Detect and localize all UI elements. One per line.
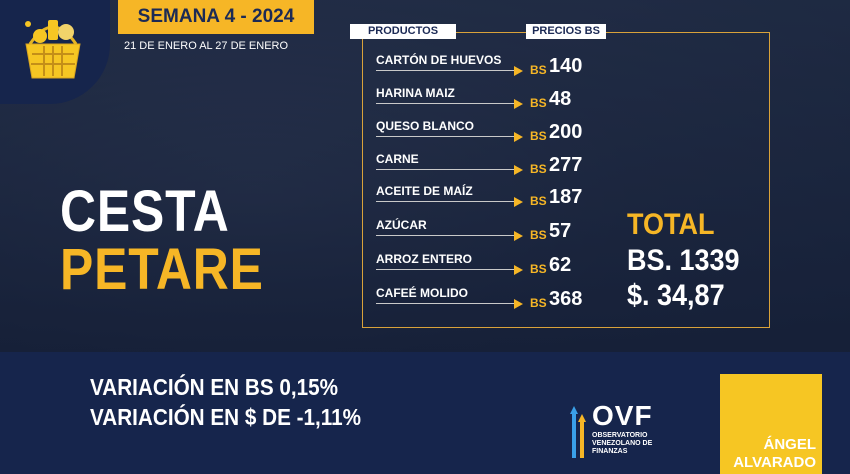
arrow-right-icon [514,99,523,109]
product-price: 62 [549,254,572,276]
variation-usd: VARIACIÓN EN $ DE -1,11% [90,404,362,430]
total-label: TOTAL [627,208,715,241]
divider [376,70,516,71]
author-last-name: ALVARADO [733,454,816,471]
product-name: AZÚCAR [376,218,427,232]
currency-label: BS [530,262,547,276]
product-price: 200 [549,121,583,143]
divider [376,103,516,104]
product-name: CARTÓN DE HUEVOS [376,53,502,67]
list-item: CARNE BS 277 [376,152,616,180]
currency-label: BS [530,96,547,110]
author-box: ÁNGEL ALVARADO [720,374,822,474]
total-bs: BS. 1339 [627,244,740,277]
footer-band [0,352,850,474]
title-cesta: CESTA [60,179,230,244]
title-location: PETARE [60,237,264,302]
divider [376,201,516,202]
divider [376,235,516,236]
list-item: ARROZ ENTERO BS 62 [376,252,616,280]
product-name: ARROZ ENTERO [376,252,472,266]
currency-label: BS [530,194,547,208]
product-name: HARINA MAIZ [376,86,455,100]
product-name: CAFEÉ MOLIDO [376,286,468,300]
divider [376,303,516,304]
currency-label: BS [530,162,547,176]
list-item: CAFEÉ MOLIDO BS 368 [376,286,616,314]
product-price: 277 [549,154,583,176]
product-price: 140 [549,55,583,77]
product-price: 57 [549,220,572,242]
arrow-right-icon [514,132,523,142]
list-item: CARTÓN DE HUEVOS BS 140 [376,53,616,81]
product-name: ACEITE DE MAÍZ [376,184,473,198]
ovf-logo-icon [570,406,586,458]
list-item: AZÚCAR BS 57 [376,218,616,246]
column-header-prices: PRECIOS BS [526,24,606,39]
currency-label: BS [530,296,547,310]
total-usd: $. 34,87 [627,279,725,312]
ovf-logo: OVF OBSERVATORIO VENEZOLANO DE FINANZAS [566,400,686,460]
product-price: 187 [549,186,583,208]
product-name: CARNE [376,152,419,166]
variation-bs: VARIACIÓN EN BS 0,15% [90,374,339,400]
arrow-right-icon [514,197,523,207]
list-item: QUESO BLANCO BS 200 [376,119,616,147]
product-name: QUESO BLANCO [376,119,475,133]
ovf-name: OVF [592,400,653,431]
column-header-products: PRODUCTOS [350,24,456,39]
arrow-right-icon [514,265,523,275]
shopping-basket-icon [25,20,81,79]
divider [376,169,516,170]
divider [376,269,516,270]
list-item: HARINA MAIZ BS 48 [376,86,616,114]
list-item: ACEITE DE MAÍZ BS 187 [376,184,616,212]
week-label: SEMANA 4 - 2024 [118,0,314,34]
arrow-right-icon [514,231,523,241]
background-photo [0,0,850,352]
currency-label: BS [530,129,547,143]
arrow-right-icon [514,165,523,175]
currency-label: BS [530,63,547,77]
ovf-subtitle: OBSERVATORIO VENEZOLANO DE FINANZAS [592,432,653,455]
currency-label: BS [530,228,547,242]
product-price: 368 [549,288,583,310]
date-range: 21 DE ENERO AL 27 DE ENERO [124,40,289,52]
author-first-name: ÁNGEL [763,436,817,453]
arrow-right-icon [514,299,523,309]
product-price: 48 [549,88,572,110]
divider [376,136,516,137]
arrow-right-icon [514,66,523,76]
